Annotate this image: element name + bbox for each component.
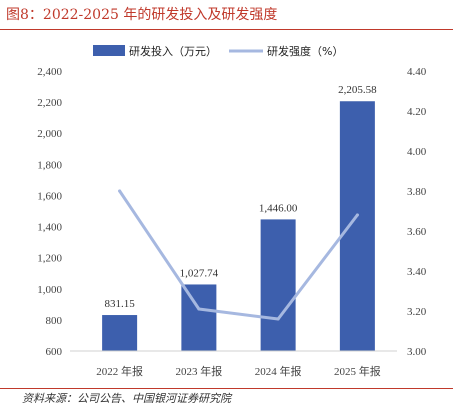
bar	[102, 315, 138, 351]
combo-chart: 研发投入（万元） 研发强度（%） 600 800 1,000 1,200 1,400 1,…	[37, 44, 427, 378]
right-axis: 3.00 3.20 3.40 3.60 3.80 4.00 4.20 4.40	[407, 66, 427, 358]
legend-label-line: 研发强度（%）	[267, 44, 343, 58]
bar	[339, 101, 375, 352]
line-point	[276, 317, 280, 321]
y-left-tick-label: 1,600	[37, 190, 62, 202]
title-divider	[0, 29, 453, 30]
x-tick-label: 2023 年报	[176, 364, 223, 378]
y-left-tick-label: 2,400	[37, 66, 62, 78]
x-axis: 2022 年报 2023 年报 2024 年报 2025 年报	[96, 364, 381, 378]
bar-data-labels: 831.15 1,027.74 1,446.00 2,205.58	[105, 84, 378, 310]
y-left-tick-label: 1,800	[37, 159, 62, 171]
chart-title: 图8：2022-2025 年的研发投入及研发强度	[6, 7, 278, 23]
bar	[260, 219, 296, 351]
x-tick-label: 2024 年报	[255, 364, 302, 378]
legend-label-bar: 研发投入（万元）	[129, 44, 217, 58]
bar-series	[102, 101, 375, 352]
y-left-tick-label: 1,000	[37, 284, 62, 296]
y-left-tick-label: 800	[46, 315, 63, 327]
line-point	[355, 213, 359, 217]
bar-data-label: 831.15	[105, 298, 136, 310]
bar-data-label: 2,205.58	[338, 84, 377, 96]
y-right-tick-label: 3.20	[407, 306, 427, 318]
y-right-tick-label: 3.00	[407, 346, 427, 358]
y-right-tick-label: 3.60	[407, 226, 427, 238]
x-tick-label: 2022 年报	[96, 364, 143, 378]
bar-data-label: 1,446.00	[259, 202, 298, 214]
y-right-tick-label: 3.40	[407, 266, 427, 278]
line-point	[118, 189, 122, 193]
legend-swatch-bar	[93, 45, 125, 56]
y-right-tick-label: 4.20	[407, 106, 427, 118]
line-point	[197, 307, 201, 311]
bar	[181, 284, 217, 351]
line-path	[118, 189, 359, 321]
y-right-tick-label: 3.80	[407, 186, 427, 198]
y-right-tick-label: 4.00	[407, 146, 427, 158]
left-axis: 600 800 1,000 1,200 1,400 1,600 1,800 2,000 2,20…	[37, 66, 62, 358]
line-series	[118, 189, 359, 321]
y-left-tick-label: 1,400	[37, 222, 62, 234]
source-note: 资料来源：公司公告、中国银河证券研究院	[22, 392, 231, 405]
source-divider	[0, 388, 453, 389]
y-left-tick-label: 600	[46, 346, 63, 358]
y-right-tick-label: 4.40	[407, 66, 427, 78]
y-left-tick-label: 2,200	[37, 97, 62, 109]
bar-data-label: 1,027.74	[180, 267, 219, 279]
y-left-tick-label: 1,200	[37, 253, 62, 265]
y-left-tick-label: 2,000	[37, 128, 62, 140]
x-tick-label: 2025 年报	[334, 364, 381, 378]
legend: 研发投入（万元） 研发强度（%）	[93, 44, 343, 58]
